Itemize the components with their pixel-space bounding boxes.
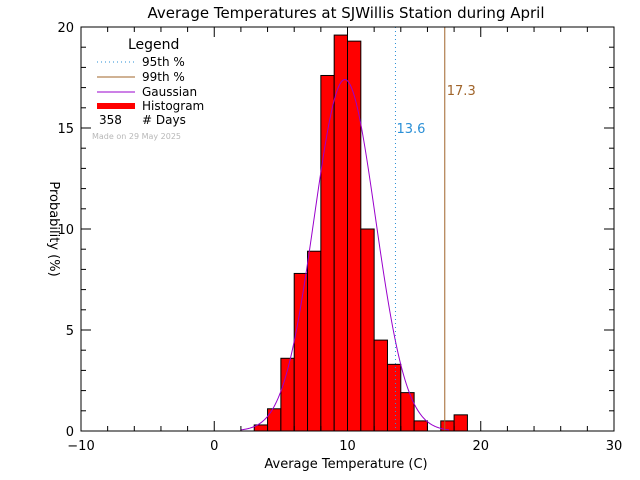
- histogram-bar: [386, 363, 402, 432]
- x-tick-label: 20: [472, 439, 489, 454]
- y-tick-label: 15: [57, 122, 74, 137]
- gaussian-curve: [240, 79, 450, 431]
- x-tick-label: 0: [210, 439, 218, 454]
- made-on-note: Made on 29 May 2025: [92, 132, 181, 141]
- histogram-bar: [373, 339, 388, 432]
- legend-95-label: 95th %: [142, 55, 185, 69]
- y-tick-label: 10: [57, 223, 74, 238]
- legend-99-label: 99th %: [142, 70, 185, 84]
- x-axis-label: Average Temperature (C): [264, 457, 427, 472]
- days-count: 358: [99, 113, 122, 127]
- y-tick-label: 5: [66, 324, 74, 339]
- legend-gaussian-label: Gaussian: [142, 85, 197, 99]
- x-tick-label: 30: [606, 439, 623, 454]
- histogram-bar: [307, 250, 322, 432]
- legend: Legend 95th % 99th % Gaussian Histogram …: [92, 37, 204, 141]
- histogram-bar: [413, 420, 428, 432]
- chart-title: Average Temperatures at SJWillis Station…: [147, 4, 544, 22]
- y-tick-label: 20: [57, 21, 74, 36]
- percentile-99-label: 17.3: [447, 84, 476, 99]
- legend-title: Legend: [128, 37, 179, 53]
- x-tick-label: 10: [339, 439, 356, 454]
- x-tick-label: −10: [67, 439, 94, 454]
- histogram-bar: [267, 408, 282, 432]
- days-label: # Days: [142, 113, 186, 127]
- y-axis-ticks: 0 5 10 15 20: [57, 21, 614, 440]
- histogram-bar: [293, 272, 309, 432]
- histogram-bar: [453, 414, 468, 432]
- y-axis-label: Probability (%): [46, 181, 61, 276]
- histogram-bar: [347, 40, 362, 432]
- histogram-bar: [360, 228, 375, 432]
- y-tick-label: 0: [66, 425, 74, 440]
- percentile-95-label: 13.6: [396, 122, 425, 137]
- histogram-bars: [253, 34, 468, 432]
- x-axis-ticks: −10 0 10 20 30: [67, 27, 622, 454]
- legend-histogram-label: Histogram: [142, 99, 204, 113]
